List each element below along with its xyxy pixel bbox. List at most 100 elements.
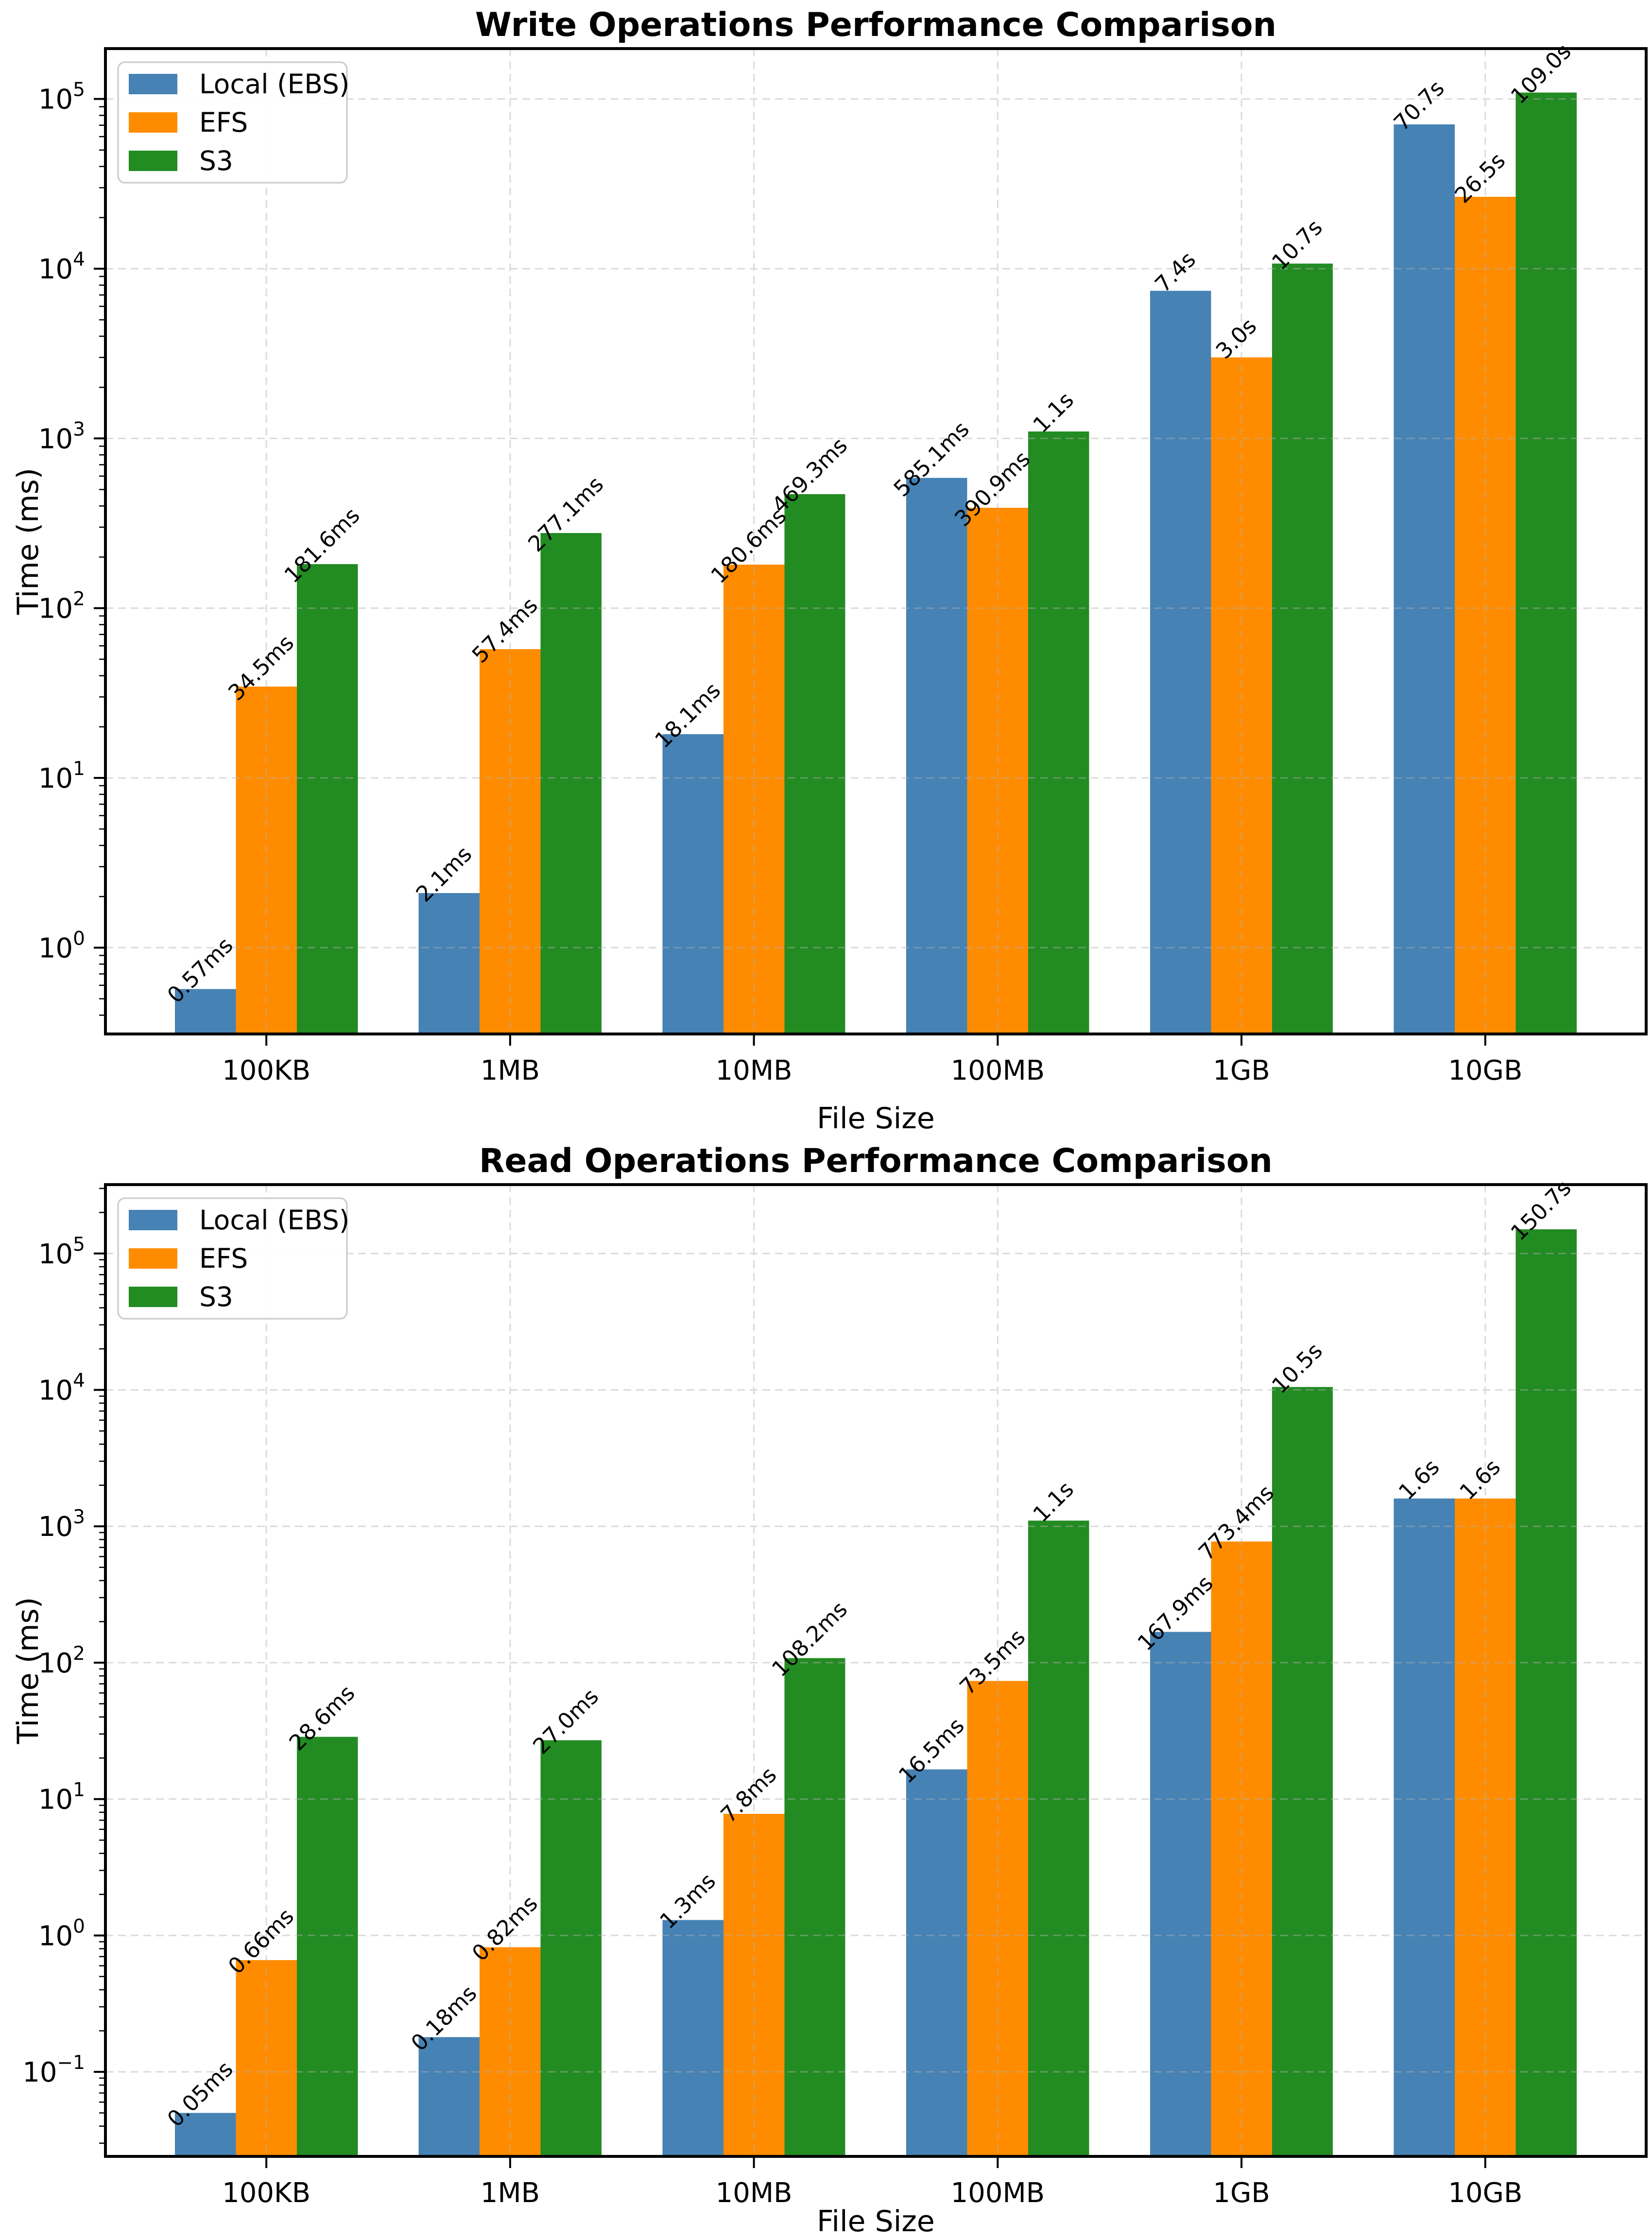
legend-item-EFS: EFS	[129, 107, 248, 138]
legend-swatch-Local (EBS)	[129, 1210, 177, 1230]
legend-label-Local (EBS): Local (EBS)	[199, 1205, 349, 1236]
y-tick-label-10e2: 102	[38, 1643, 85, 1679]
bar-S3-10MB	[784, 1658, 845, 2156]
legend-item-EFS: EFS	[129, 1243, 248, 1274]
x-tick-label-10MB: 10MB	[716, 2177, 792, 2209]
bar-Local (EBS)-1GB	[1150, 1632, 1211, 2156]
legend-swatch-S3	[129, 151, 177, 171]
y-tick-label-10e1: 101	[38, 758, 85, 794]
bar-EFS-10MB	[723, 1813, 785, 2156]
legend-label-S3: S3	[199, 145, 233, 176]
y-tick-label-10e5: 105	[38, 1234, 85, 1270]
x-tick-label-100MB: 100MB	[951, 1055, 1045, 1086]
bar-EFS-100KB	[236, 1960, 297, 2156]
y-tick-label-10e2: 102	[38, 588, 85, 625]
bar-EFS-1GB	[1211, 1541, 1272, 2156]
bar-S3-100MB	[1028, 1520, 1089, 2156]
legend-swatch-Local (EBS)	[129, 74, 177, 94]
bar-S3-100MB	[1028, 431, 1089, 1034]
legend-item-Local (EBS): Local (EBS)	[129, 69, 349, 100]
x-axis-label: File Size	[817, 1102, 935, 1136]
bar-value-label-EFS-1GB: 3.0s	[1211, 313, 1262, 364]
y-tick-label-10e0: 100	[38, 928, 85, 964]
bars	[175, 1229, 1577, 2156]
bars-S3	[296, 1229, 1577, 2156]
bar-EFS-1MB	[480, 1947, 541, 2156]
bars-EFS	[236, 1498, 1516, 2156]
x-axis-label: File Size	[817, 2205, 935, 2237]
y-tick-label-10e3: 103	[38, 418, 85, 455]
bars-Local (EBS)	[175, 124, 1455, 1034]
bar-Local (EBS)-1MB	[418, 893, 480, 1034]
y-tick-label-10e1: 101	[38, 1779, 85, 1816]
bars	[175, 92, 1577, 1034]
legend-label-S3: S3	[199, 1281, 233, 1312]
bar-EFS-10GB	[1455, 197, 1516, 1034]
bar-value-labels: 0.05ms0.18ms1.3ms16.5ms167.9ms1.6s0.66ms…	[162, 1175, 1576, 2132]
bar-S3-100KB	[296, 1737, 358, 2156]
x-tick-labels: 100KB 1MB 10MB 100MB 1GB 10GB	[222, 1055, 1522, 1086]
plot-border	[104, 1183, 1648, 2158]
x-tick-label-100MB: 100MB	[951, 2177, 1045, 2209]
bar-S3-1GB	[1272, 1387, 1333, 2156]
bar-value-label-S3-100MB: 1.1s	[1028, 387, 1079, 438]
bar-EFS-100KB	[236, 687, 297, 1034]
bar-S3-1MB	[540, 533, 602, 1034]
bar-Local (EBS)-1MB	[418, 2037, 480, 2156]
x-tick-label-100KB: 100KB	[222, 2177, 310, 2209]
chart-title: Read Operations Performance Comparison	[479, 1142, 1273, 1180]
bar-EFS-1MB	[480, 649, 541, 1034]
bar-value-label-EFS-10GB: 1.6s	[1455, 1454, 1506, 1505]
bar-Local (EBS)-100KB	[175, 989, 236, 1034]
x-tick-label-1MB: 1MB	[481, 2177, 540, 2209]
legend-label-EFS: EFS	[199, 1243, 248, 1274]
bar-Local (EBS)-10GB	[1394, 124, 1455, 1034]
bar-S3-1GB	[1272, 263, 1333, 1034]
y-tick-label-10e-1: 10−1	[22, 2052, 85, 2088]
legend: Local (EBS) EFS S3	[117, 1197, 349, 1320]
legend: Local (EBS) EFS S3	[117, 61, 349, 184]
bar-S3-10MB	[784, 494, 845, 1034]
y-tick-label-10e4: 104	[38, 1370, 85, 1407]
y-axis-label: Time (ms)	[11, 468, 45, 615]
x-tick-label-10MB: 10MB	[716, 1055, 792, 1086]
legend-item-Local (EBS): Local (EBS)	[129, 1205, 349, 1236]
bar-Local (EBS)-10MB	[662, 734, 723, 1034]
bars-S3	[296, 92, 1577, 1034]
bars-EFS	[236, 197, 1516, 1034]
y-tick-label-10e3: 103	[38, 1506, 85, 1543]
bar-EFS-10MB	[723, 565, 785, 1034]
bar-Local (EBS)-100MB	[906, 478, 967, 1034]
bar-value-label-S3-100MB: 1.1s	[1028, 1476, 1079, 1527]
plot-border	[104, 47, 1648, 1035]
legend-label-Local (EBS): Local (EBS)	[199, 69, 349, 100]
legend-swatch-S3	[129, 1287, 177, 1307]
x-tick-label-10GB: 10GB	[1448, 1055, 1522, 1086]
bar-S3-10GB	[1515, 1229, 1577, 2156]
bar-Local (EBS)-1GB	[1150, 291, 1211, 1034]
read-operations-chart: 10−1 100 101 102 103 104 105 100KB 1MB 10MB 100MB 1…	[11, 1142, 1648, 2239]
x-tick-label-1GB: 1GB	[1213, 2177, 1270, 2209]
legend-label-EFS: EFS	[199, 107, 248, 138]
bar-EFS-10GB	[1455, 1498, 1516, 2156]
bar-Local (EBS)-100MB	[906, 1769, 967, 2156]
chart-title: Write Operations Performance Comparison	[475, 6, 1276, 44]
bar-S3-100KB	[296, 564, 358, 1034]
y-tick-labels: 100 101 102 103 104 105	[38, 79, 85, 964]
legend-item-S3: S3	[129, 1281, 233, 1312]
y-tick-label-10e0: 100	[38, 1915, 85, 1952]
grid	[105, 1185, 1646, 2156]
bar-Local (EBS)-10MB	[662, 1920, 723, 2156]
bar-Local (EBS)-10GB	[1394, 1498, 1455, 2156]
bar-S3-1MB	[540, 1740, 602, 2156]
bar-value-label-Local (EBS)-10GB: 1.6s	[1394, 1454, 1445, 1505]
legend-swatch-EFS	[129, 1248, 177, 1269]
bar-Local (EBS)-100KB	[175, 2113, 236, 2156]
legend-swatch-EFS	[129, 112, 177, 133]
y-tick-labels: 10−1 100 101 102 103 104 105	[22, 1234, 85, 2088]
y-tick-label-10e4: 104	[38, 249, 85, 285]
